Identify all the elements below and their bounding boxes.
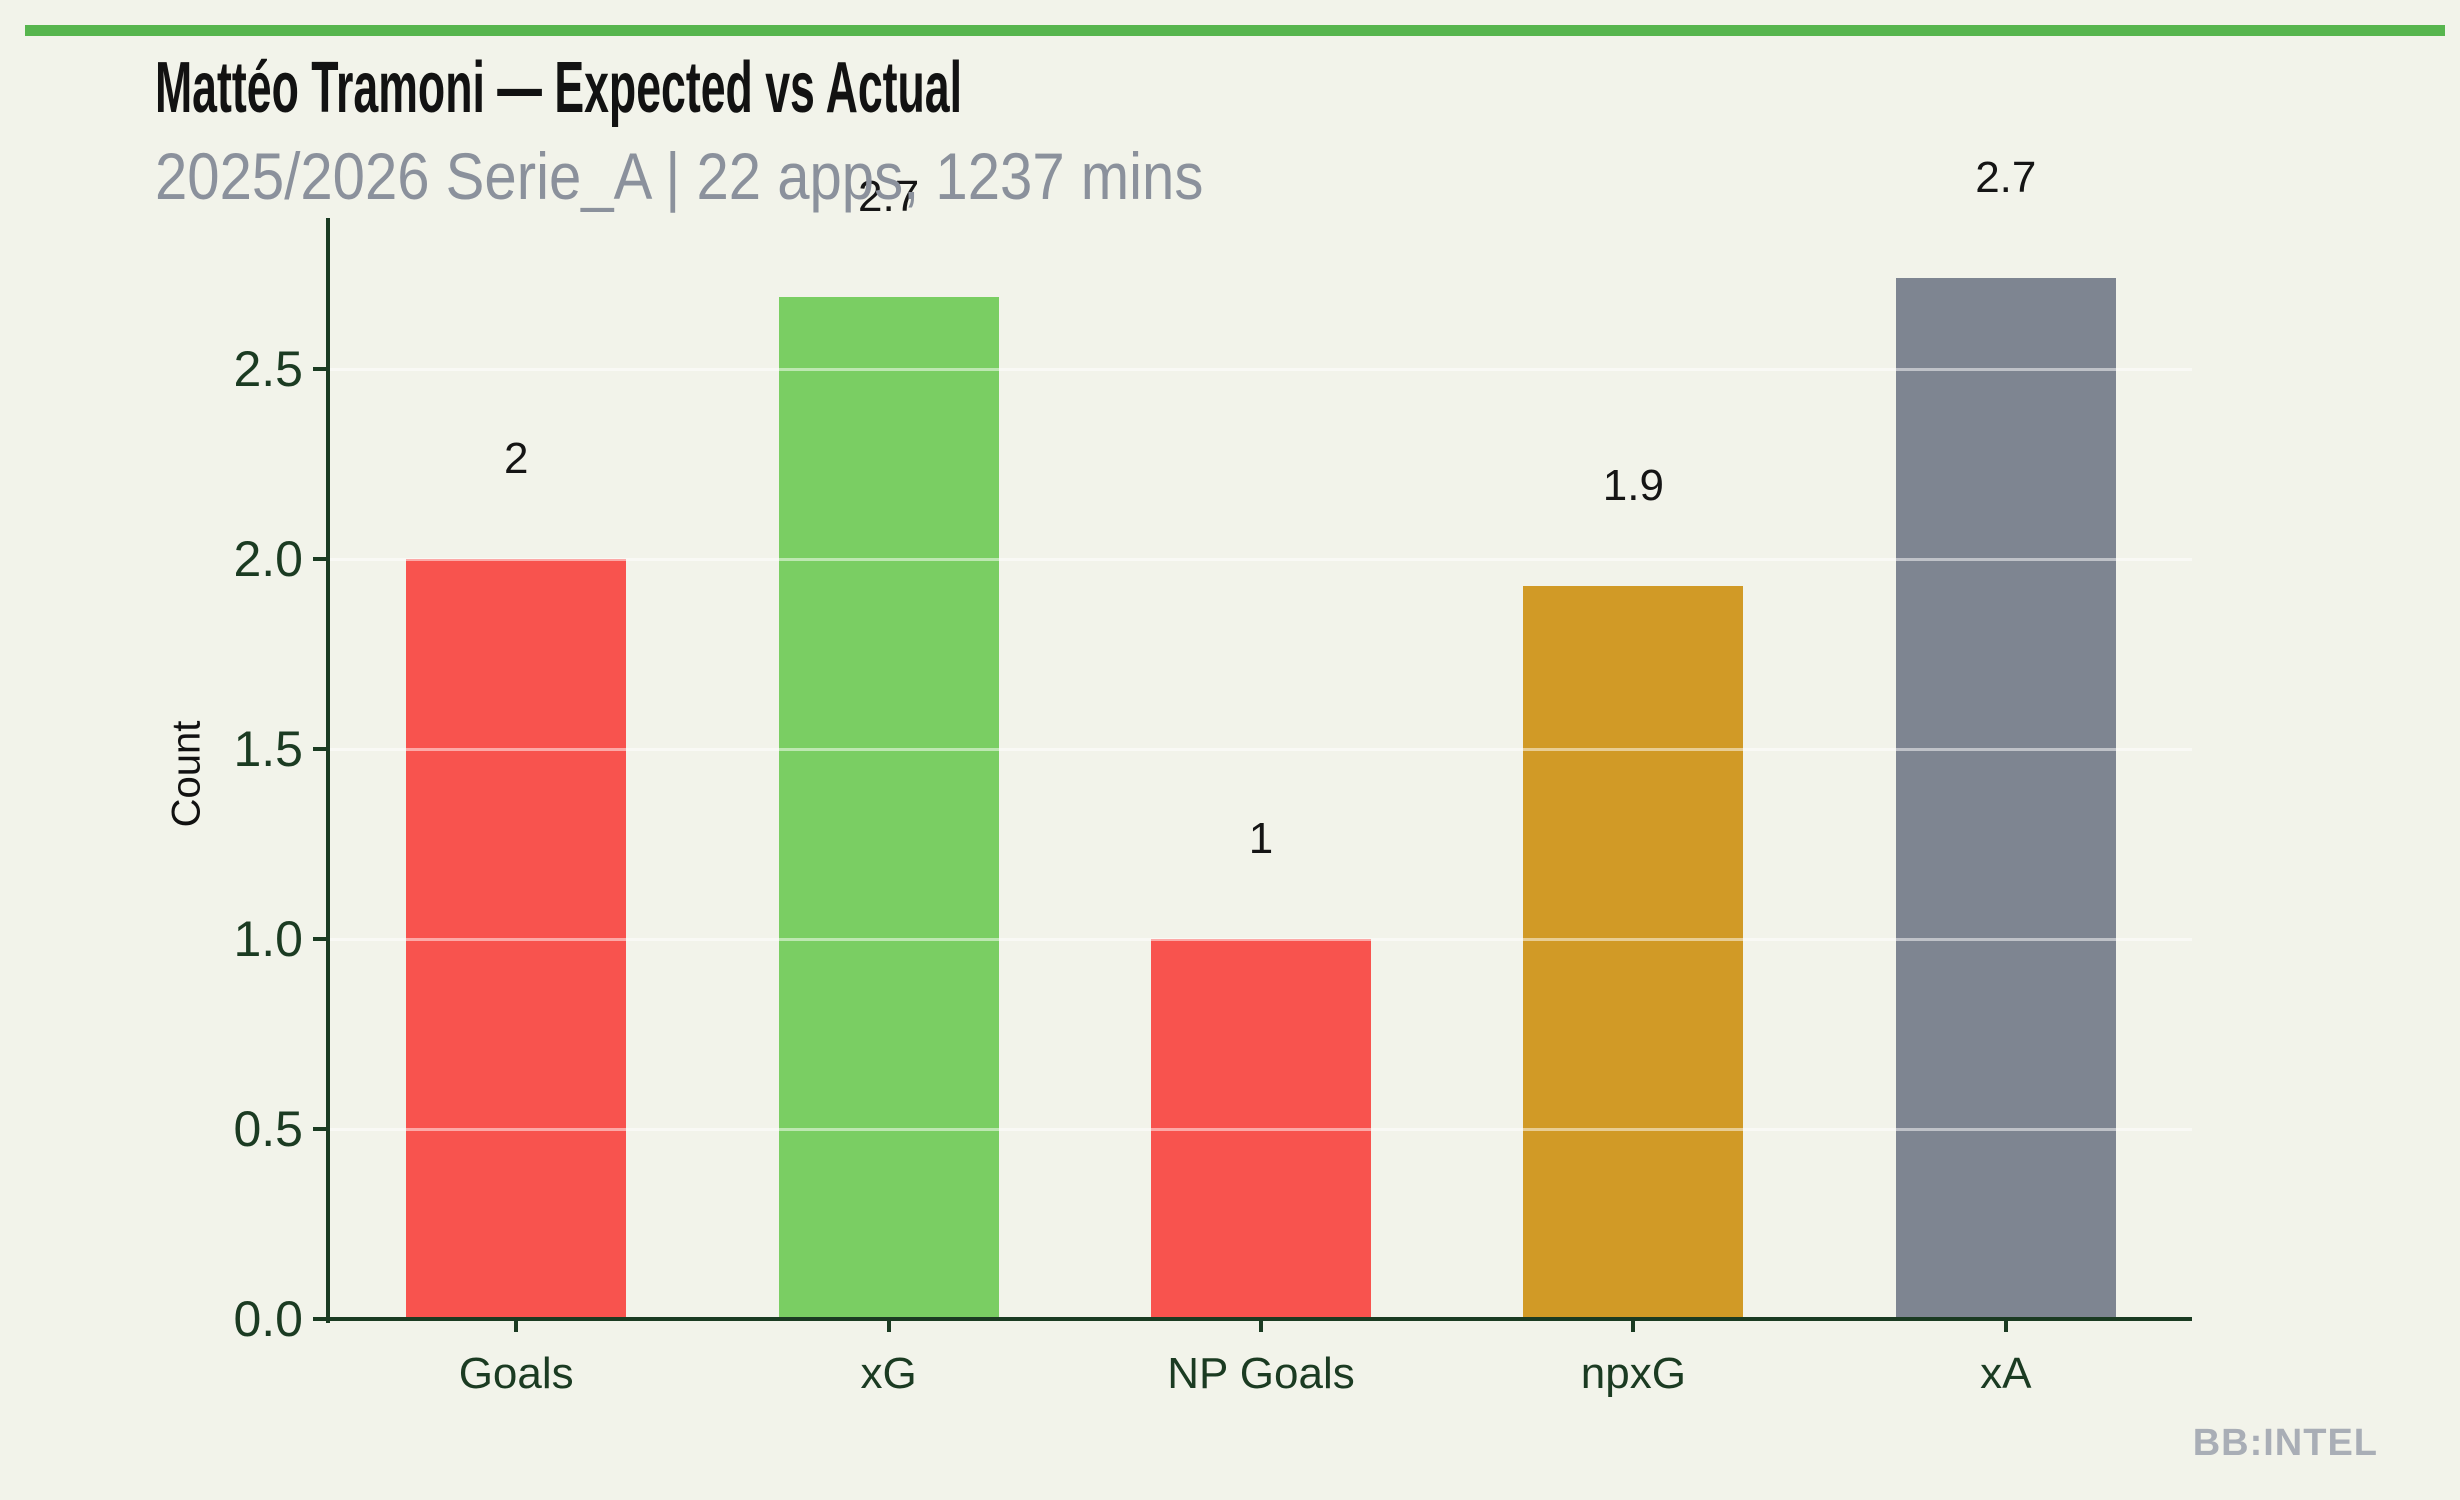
y-tick-mark bbox=[313, 747, 330, 751]
x-tick-mark bbox=[1631, 1319, 1636, 1332]
y-tick-mark bbox=[313, 557, 330, 561]
x-tick-mark bbox=[2003, 1319, 2008, 1332]
x-tick-mark bbox=[514, 1319, 519, 1332]
x-tick-mark bbox=[886, 1319, 891, 1332]
chart-subtitle: 2025/2026 Serie_A | 22 apps, 1237 mins bbox=[155, 139, 1204, 213]
y-axis-line bbox=[326, 218, 330, 1323]
y-tick-mark bbox=[313, 367, 330, 371]
gridline bbox=[330, 1127, 2192, 1131]
bar-value-label: 1.9 bbox=[1602, 460, 1664, 510]
bar-value-label: 1 bbox=[1248, 814, 1274, 863]
gridline bbox=[330, 367, 2192, 371]
gridline bbox=[330, 937, 2192, 941]
x-tick-label-goals: Goals bbox=[458, 1349, 574, 1398]
bar-npxg bbox=[1523, 585, 1744, 1319]
x-tick-label-npxg: npxG bbox=[1580, 1349, 1686, 1398]
bar-xg bbox=[778, 296, 999, 1319]
y-axis-title: Count bbox=[164, 720, 209, 828]
x-tick-label-xa: xA bbox=[1980, 1349, 2032, 1398]
watermark-logo: BB:INTEL bbox=[2192, 1422, 2378, 1464]
y-tick-mark bbox=[313, 1127, 330, 1131]
x-tick-label-xg: xG bbox=[860, 1349, 917, 1398]
y-tick-label: 0.5 bbox=[233, 1101, 303, 1157]
y-tick-label: 0.0 bbox=[233, 1291, 303, 1347]
y-tick-label: 2.5 bbox=[233, 341, 303, 397]
bar-value-label: 2.7 bbox=[858, 171, 920, 221]
chart-title: Mattéo Tramoni — Expected vs Actual bbox=[155, 48, 963, 128]
top-accent-bar bbox=[25, 25, 2445, 36]
x-axis-line bbox=[313, 1317, 2192, 1321]
gridline bbox=[330, 557, 2192, 561]
y-tick-label: 1.5 bbox=[233, 721, 303, 777]
y-tick-label: 1.0 bbox=[233, 911, 303, 967]
gridline bbox=[330, 747, 2192, 751]
y-tick-label: 2.0 bbox=[233, 531, 303, 587]
bar-value-label: 2.7 bbox=[1975, 152, 2037, 202]
x-tick-mark bbox=[1259, 1319, 1263, 1332]
bar-value-label: 2 bbox=[503, 434, 529, 483]
x-tick-label-np-goals: NP Goals bbox=[1167, 1349, 1355, 1398]
y-tick-mark bbox=[313, 937, 330, 941]
bar-xa bbox=[1895, 277, 2116, 1319]
